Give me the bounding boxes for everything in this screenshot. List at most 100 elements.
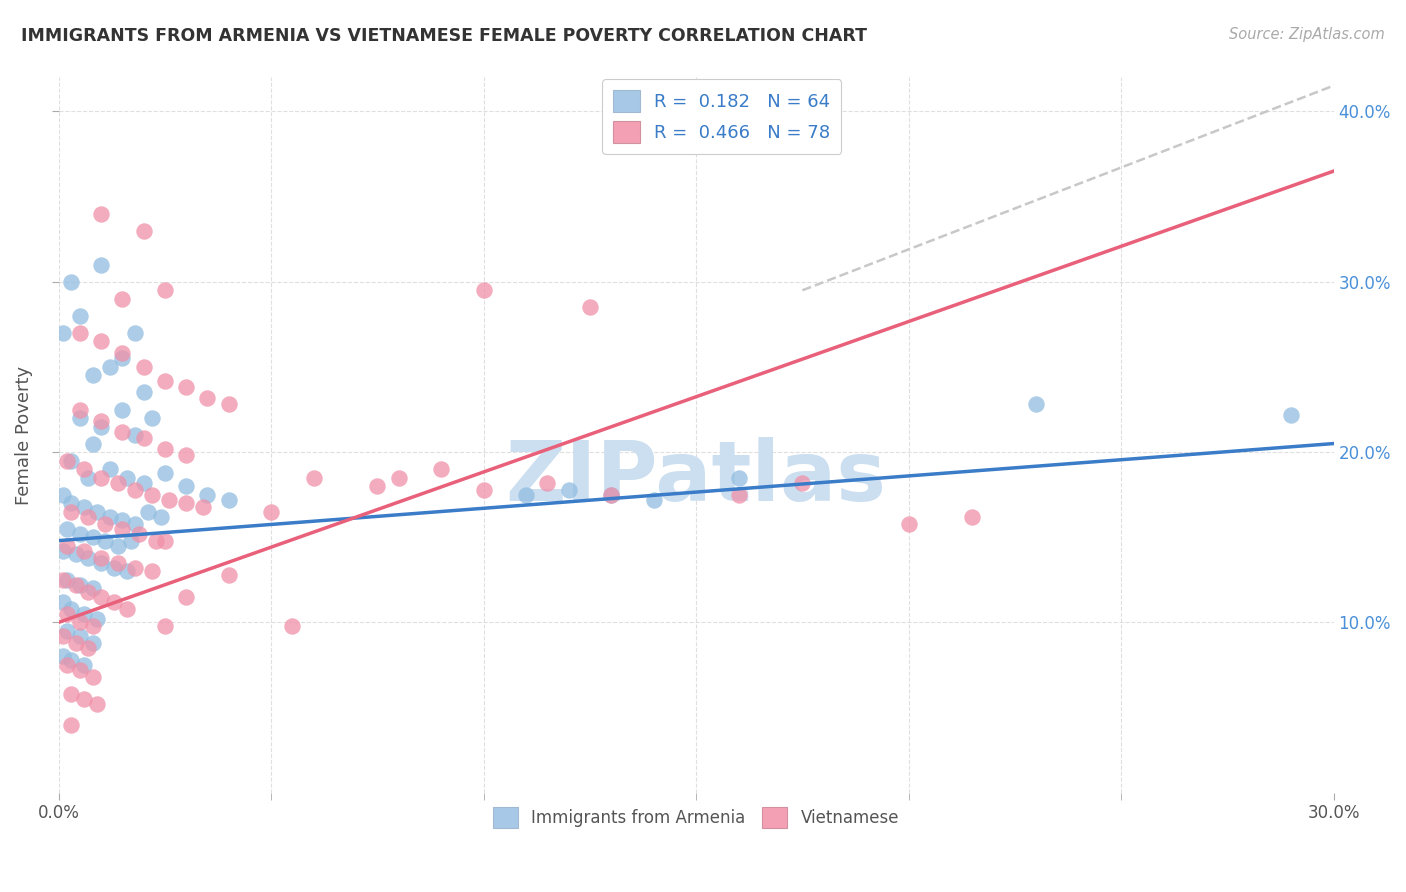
Point [69, 663, 91, 677]
Point [69, 326, 91, 340]
Point [60, 717, 83, 731]
Point [60, 496, 83, 510]
Point [111, 346, 134, 360]
Point [69, 526, 91, 541]
Point [111, 292, 134, 306]
Point [98, 509, 121, 524]
Point [111, 425, 134, 439]
Point [197, 488, 219, 502]
Point [149, 509, 172, 524]
Point [52, 573, 75, 587]
Point [157, 492, 180, 507]
Point [115, 470, 138, 484]
Point [727, 470, 749, 484]
Point [430, 462, 453, 476]
Point [302, 470, 325, 484]
Point [82, 368, 104, 383]
Point [69, 309, 91, 323]
Point [897, 516, 920, 531]
Point [643, 492, 665, 507]
Point [124, 561, 146, 575]
Point [153, 466, 176, 480]
Point [73, 500, 96, 514]
Point [73, 544, 96, 558]
Point [82, 636, 104, 650]
Point [792, 475, 814, 490]
Point [153, 442, 176, 456]
Point [515, 488, 537, 502]
Point [56, 539, 79, 553]
Point [132, 475, 155, 490]
Point [90, 414, 112, 428]
Point [115, 601, 138, 615]
Point [73, 462, 96, 476]
Point [145, 533, 167, 548]
Point [557, 483, 579, 497]
Point [111, 522, 134, 536]
Point [107, 475, 129, 490]
Point [1025, 397, 1047, 411]
Point [141, 411, 163, 425]
Point [153, 619, 176, 633]
Point [107, 556, 129, 570]
Point [153, 283, 176, 297]
Point [90, 590, 112, 604]
Point [60, 453, 83, 467]
Point [56, 522, 79, 536]
Point [132, 432, 155, 446]
Point [536, 475, 558, 490]
Point [77, 584, 100, 599]
Point [73, 657, 96, 672]
Point [56, 607, 79, 621]
Point [82, 670, 104, 684]
Point [103, 595, 125, 609]
Point [90, 207, 112, 221]
Point [94, 533, 117, 548]
Point [77, 509, 100, 524]
Point [90, 258, 112, 272]
Point [98, 462, 121, 476]
Point [174, 479, 197, 493]
Point [107, 539, 129, 553]
Point [52, 488, 75, 502]
Point [115, 564, 138, 578]
Point [111, 513, 134, 527]
Point [82, 530, 104, 544]
Point [132, 224, 155, 238]
Text: IMMIGRANTS FROM ARMENIA VS VIETNAMESE FEMALE POVERTY CORRELATION CHART: IMMIGRANTS FROM ARMENIA VS VIETNAMESE FE… [21, 27, 868, 45]
Point [579, 301, 602, 315]
Point [77, 640, 100, 655]
Point [90, 470, 112, 484]
Point [1279, 408, 1302, 422]
Point [60, 505, 83, 519]
Point [60, 275, 83, 289]
Point [98, 359, 121, 374]
Point [111, 402, 134, 417]
Point [82, 619, 104, 633]
Point [124, 516, 146, 531]
Point [90, 550, 112, 565]
Point [60, 687, 83, 701]
Point [153, 374, 176, 388]
Point [86, 697, 108, 711]
Point [281, 619, 304, 633]
Point [77, 470, 100, 484]
Point [69, 578, 91, 592]
Point [141, 488, 163, 502]
Point [86, 612, 108, 626]
Point [366, 479, 388, 493]
Point [73, 607, 96, 621]
Point [82, 582, 104, 596]
Point [69, 411, 91, 425]
Point [69, 629, 91, 643]
Point [90, 334, 112, 349]
Point [73, 692, 96, 706]
Legend: Immigrants from Armenia, Vietnamese: Immigrants from Armenia, Vietnamese [486, 801, 905, 834]
Point [56, 453, 79, 467]
Point [65, 578, 87, 592]
Point [472, 483, 495, 497]
Point [260, 505, 283, 519]
Point [174, 590, 197, 604]
Text: ZIPatlas: ZIPatlas [506, 437, 887, 518]
Point [132, 385, 155, 400]
